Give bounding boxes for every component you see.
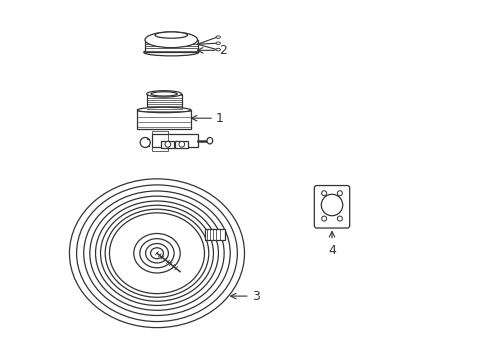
Ellipse shape: [140, 138, 150, 148]
Circle shape: [337, 216, 342, 221]
Ellipse shape: [145, 243, 168, 263]
Circle shape: [164, 141, 170, 147]
Circle shape: [321, 194, 342, 216]
Ellipse shape: [216, 36, 220, 39]
Text: 3: 3: [251, 289, 259, 303]
Bar: [161, 141, 174, 148]
Ellipse shape: [101, 205, 213, 301]
Text: 4: 4: [327, 244, 335, 257]
Circle shape: [337, 191, 342, 196]
Ellipse shape: [140, 239, 174, 268]
Ellipse shape: [151, 92, 177, 96]
Ellipse shape: [216, 42, 220, 44]
Bar: [145, 40, 197, 52]
Ellipse shape: [145, 32, 197, 48]
Ellipse shape: [206, 138, 212, 144]
Circle shape: [179, 141, 184, 147]
Ellipse shape: [77, 185, 237, 321]
Ellipse shape: [109, 213, 204, 294]
Ellipse shape: [137, 107, 190, 113]
Text: 1: 1: [216, 112, 224, 125]
Ellipse shape: [146, 91, 181, 97]
Ellipse shape: [105, 209, 208, 297]
Text: 2: 2: [219, 44, 227, 57]
Circle shape: [321, 216, 326, 221]
Ellipse shape: [134, 234, 180, 273]
Bar: [151, 134, 198, 148]
Bar: [137, 110, 190, 129]
Bar: [204, 229, 224, 240]
Circle shape: [321, 191, 326, 196]
Bar: [151, 131, 167, 151]
Ellipse shape: [83, 191, 230, 315]
Bar: [175, 141, 188, 148]
FancyBboxPatch shape: [314, 185, 349, 228]
Ellipse shape: [216, 48, 220, 51]
Bar: [146, 94, 181, 110]
Ellipse shape: [150, 248, 163, 259]
Ellipse shape: [90, 196, 224, 310]
Ellipse shape: [143, 49, 198, 56]
Ellipse shape: [155, 32, 187, 38]
Ellipse shape: [95, 201, 218, 305]
Ellipse shape: [69, 179, 244, 328]
